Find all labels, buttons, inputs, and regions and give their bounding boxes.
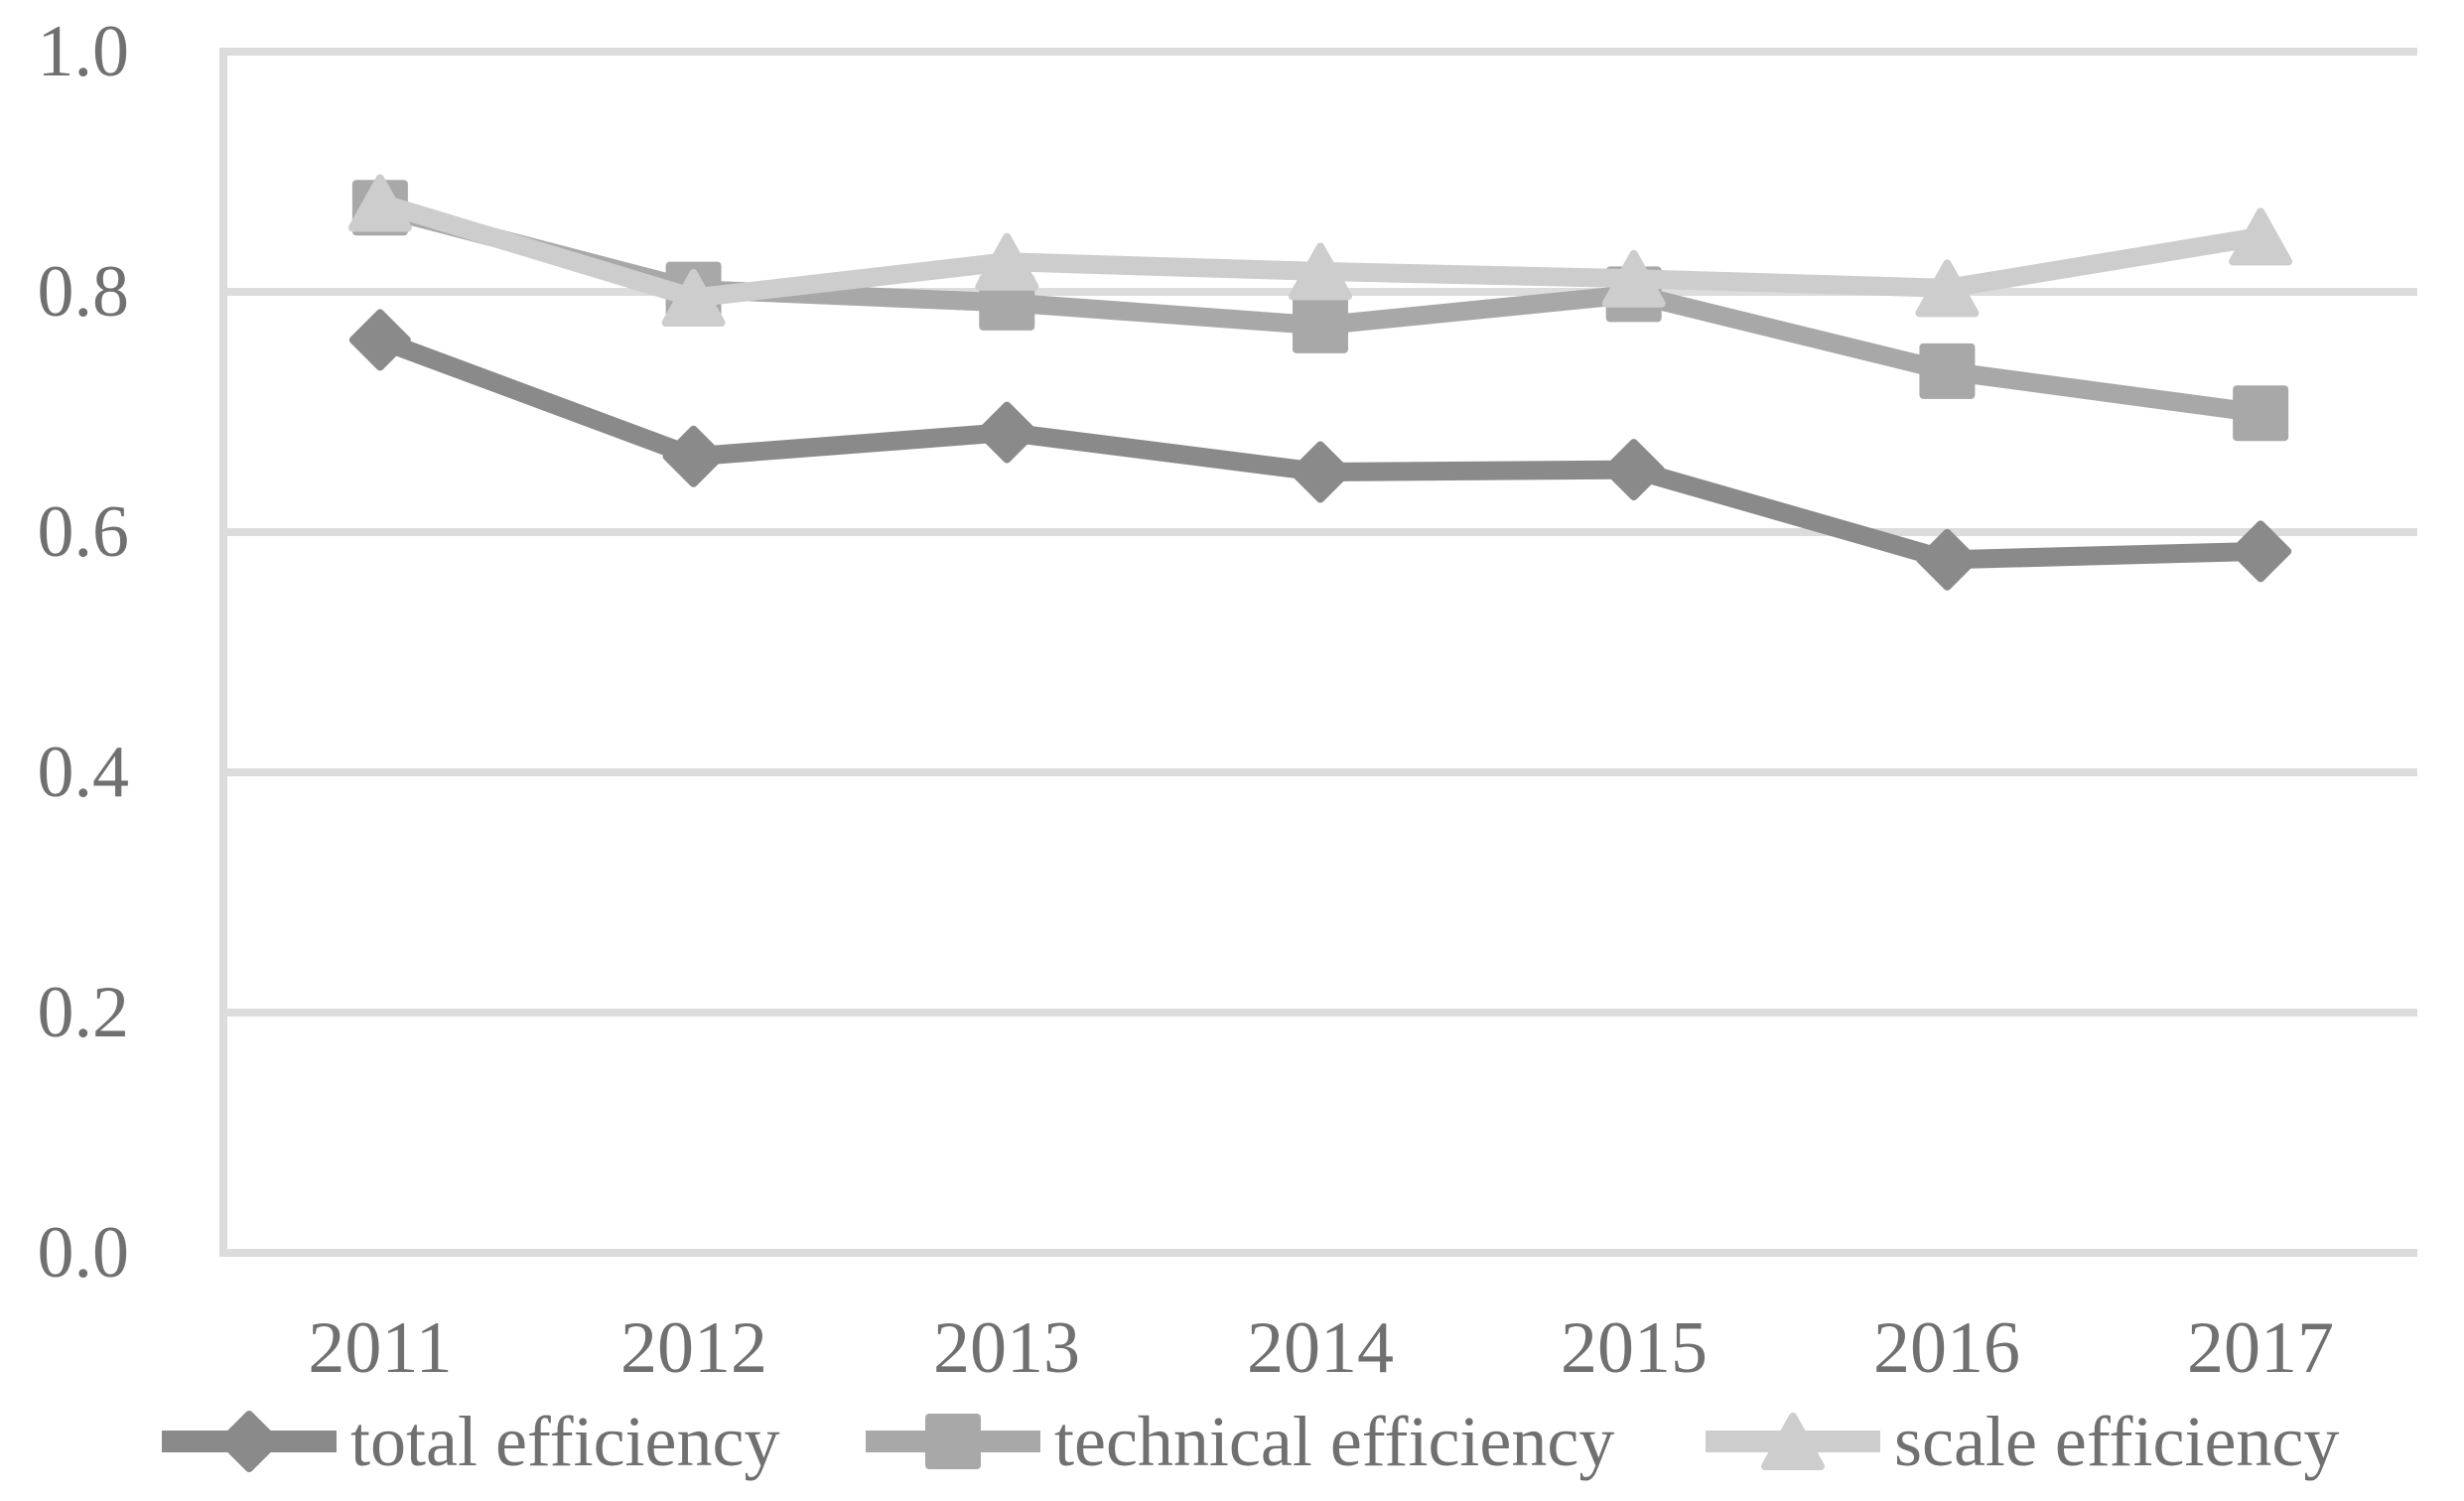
triangle-marker <box>1761 1413 1825 1470</box>
y-axis-tick-label: 0.0 <box>37 1212 130 1294</box>
diamond-marker <box>1290 441 1351 503</box>
diamond-marker <box>2230 520 2292 583</box>
chart-legend: total efficiency technical efficiency sc… <box>0 1392 2464 1491</box>
triangle-marker <box>1289 242 1352 301</box>
triangle-marker <box>975 232 1039 291</box>
triangle-marker <box>1601 249 1666 308</box>
y-axis-tick-label: 1.0 <box>37 11 130 92</box>
x-axis-tick-label: 2012 <box>620 1307 767 1389</box>
legend-item-scale-efficiency: scale efficiency <box>1706 1392 2339 1491</box>
diamond-marker <box>976 401 1038 464</box>
x-axis-tick-label: 2015 <box>1561 1307 1708 1389</box>
diamond-marker <box>218 1411 280 1472</box>
x-axis-tick-label: 2014 <box>1247 1307 1394 1389</box>
diamond-marker <box>1916 528 1979 591</box>
legend-label: scale efficiency <box>1894 1402 2340 1481</box>
legend-label: technical efficiency <box>1054 1402 1615 1481</box>
y-axis-tick-label: 0.8 <box>37 251 130 333</box>
square-marker <box>2233 385 2289 442</box>
x-axis-tick-label: 2016 <box>1873 1307 2020 1389</box>
square-marker <box>925 1414 981 1469</box>
square-marker-swatch <box>866 1414 1040 1469</box>
diamond-marker <box>662 425 725 487</box>
triangle-marker <box>661 269 726 328</box>
square-marker <box>1919 342 1976 399</box>
x-axis-tick-label: 2013 <box>933 1307 1080 1389</box>
diamond-marker-swatch <box>162 1411 337 1472</box>
legend-label: total efficiency <box>350 1402 780 1481</box>
triangle-marker <box>347 174 412 232</box>
y-axis-tick-label: 0.4 <box>37 732 130 813</box>
triangle-marker <box>2229 207 2293 266</box>
y-axis-tick-label: 0.6 <box>37 491 130 573</box>
legend-item-technical-efficiency: technical efficiency <box>866 1392 1614 1491</box>
legend-item-total-efficiency: total efficiency <box>162 1392 779 1491</box>
y-axis-tick-label: 0.2 <box>37 972 130 1053</box>
square-marker <box>1293 297 1348 353</box>
x-axis-tick-label: 2017 <box>2187 1307 2334 1389</box>
diamond-marker <box>348 309 411 371</box>
triangle-marker-swatch <box>1706 1413 1880 1470</box>
x-axis-tick-label: 2011 <box>308 1307 453 1389</box>
diamond-marker <box>1602 439 1665 501</box>
triangle-marker <box>1915 259 1980 318</box>
